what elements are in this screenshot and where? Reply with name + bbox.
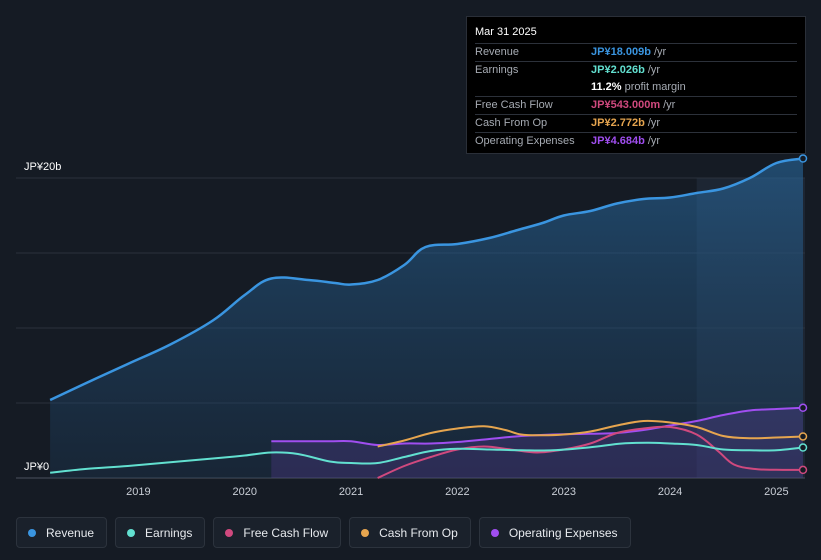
tooltip-date: Mar 31 2025: [475, 23, 797, 44]
legend-dot-icon: [490, 528, 499, 537]
tooltip-value: JP¥543.000m: [591, 99, 661, 111]
legend-label: Cash From Op: [379, 525, 458, 540]
legend-item-free-cash-flow[interactable]: Free Cash Flow: [213, 517, 342, 548]
legend-dot-icon: [225, 528, 234, 537]
x-tick-label: 2025: [764, 486, 788, 498]
x-tick-label: 2024: [658, 486, 682, 498]
tooltip-value: JP¥18.009b: [591, 46, 651, 58]
tooltip-row-operating-expenses: Operating Expenses JP¥4.684b /yr: [475, 133, 797, 150]
tooltip-unit: /yr: [647, 64, 661, 76]
tooltip-value: 11.2%: [591, 81, 622, 93]
legend-item-cash-from-op[interactable]: Cash From Op: [349, 517, 471, 548]
tooltip-unit: /yr: [653, 46, 667, 58]
tooltip-row-free-cash-flow: Free Cash Flow JP¥543.000m /yr: [475, 97, 797, 115]
legend-dot-icon: [127, 528, 136, 537]
tooltip-label: Earnings: [475, 64, 519, 76]
tooltip-row-profit-margin: 11.2% profit margin: [475, 79, 797, 97]
tooltip-label: Revenue: [475, 46, 520, 58]
data-tooltip: Mar 31 2025 Revenue JP¥18.009b /yr Earni…: [466, 16, 806, 154]
tooltip-row-earnings: Earnings JP¥2.026b /yr: [475, 62, 797, 79]
y-axis-top-label: JP¥20b: [24, 161, 61, 173]
legend-dot-icon: [28, 528, 36, 537]
earnings-line: [50, 441, 804, 474]
cash-from-op-end-marker: [798, 432, 808, 441]
tooltip-unit: /yr: [647, 117, 661, 129]
free-cash-flow-end-marker: [798, 465, 808, 475]
tooltip-label: Free Cash Flow: [475, 99, 553, 111]
legend-item-earnings[interactable]: Earnings: [115, 517, 206, 548]
x-tick-label: 2023: [551, 486, 575, 498]
legend-label: Revenue: [46, 525, 95, 540]
tooltip-value: JP¥4.684b: [591, 135, 645, 147]
x-tick-label: 2020: [232, 486, 256, 498]
tooltip-label: Cash From Op: [475, 117, 548, 129]
tooltip-unit: /yr: [647, 135, 661, 147]
tooltip-row-cash-from-op: Cash From Op JP¥2.772b /yr: [475, 115, 797, 133]
operating-expenses-area: [271, 407, 804, 478]
earnings-end-marker: [798, 443, 808, 452]
tooltip-row-revenue: Revenue JP¥18.009b /yr: [475, 44, 797, 62]
series-lines: [49, 157, 804, 479]
revenue-end-marker: [798, 154, 808, 163]
x-tick-label: 2019: [126, 486, 150, 498]
series-areas: [50, 158, 804, 478]
cash-from-op-line: [377, 419, 804, 448]
chart-area: 2019 2020 2021 2022 2023 2024 2025 JP¥20b JP¥0: [16, 154, 808, 498]
legend-label: Earnings: [145, 525, 193, 540]
legend-item-operating-expenses[interactable]: Operating Expenses: [478, 517, 631, 548]
operating-expenses-end-marker: [798, 403, 808, 413]
tooltip-unit: /yr: [663, 99, 676, 111]
tooltip-value: JP¥2.772b: [591, 117, 645, 129]
tooltip-value: JP¥2.026b: [591, 64, 645, 76]
revenue-area: [50, 158, 803, 478]
legend-label: Free Cash Flow: [243, 525, 329, 540]
series-end-markers: [798, 154, 808, 475]
legend-item-revenue[interactable]: Revenue: [16, 517, 108, 548]
tooltip-label: Operating Expenses: [475, 135, 575, 147]
tooltip-unit: profit margin: [624, 81, 686, 93]
x-axis-tick-labels: 2019 2020 2021 2022 2023 2024 2025: [126, 486, 789, 498]
y-axis-bottom-label: JP¥0: [24, 461, 49, 473]
x-tick-label: 2021: [339, 486, 363, 498]
tooltip-label: [475, 79, 591, 96]
x-tick-label: 2022: [445, 486, 469, 498]
legend-dot-icon: [361, 528, 370, 537]
free-cash-flow-line: [377, 425, 804, 479]
chart-legend: Revenue Earnings Free Cash Flow Cash Fro…: [16, 517, 631, 548]
revenue-line: [49, 157, 804, 402]
legend-label: Operating Expenses: [508, 525, 618, 540]
